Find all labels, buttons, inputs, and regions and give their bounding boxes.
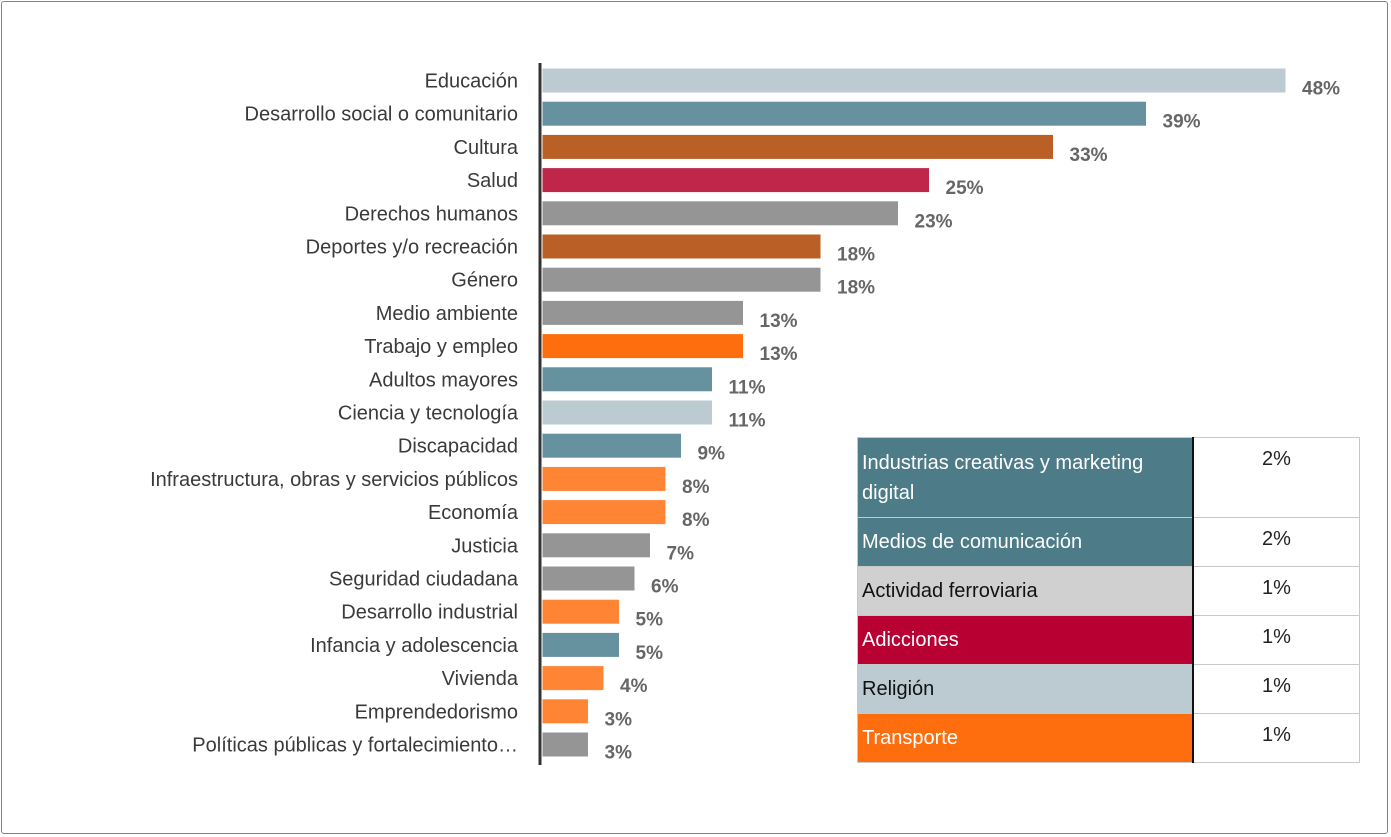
value-label: 9% bbox=[698, 444, 726, 465]
value-label: 33% bbox=[1070, 145, 1108, 166]
value-label: 18% bbox=[837, 278, 875, 299]
category-label: Deportes y/o recreación bbox=[306, 237, 518, 259]
bar bbox=[541, 200, 899, 227]
category-label: Desarrollo industrial bbox=[341, 602, 518, 624]
category-label: Ciencia y tecnología bbox=[338, 403, 519, 425]
table-category-cell: Industrias creativas y marketing digital bbox=[857, 437, 1194, 518]
minor-categories-table: Industrias creativas y marketing digital… bbox=[857, 437, 1360, 763]
table-value-cell: 2% bbox=[1192, 437, 1360, 518]
value-label: 23% bbox=[915, 211, 953, 232]
category-label: Infraestructura, obras y servicios públi… bbox=[150, 469, 518, 491]
bar bbox=[541, 399, 713, 426]
value-label: 7% bbox=[667, 543, 695, 564]
table-category-cell: Actividad ferroviaria bbox=[857, 566, 1194, 616]
table-row: Medios de comunicación 2% bbox=[857, 517, 1360, 567]
category-label: Cultura bbox=[454, 137, 519, 159]
bar bbox=[541, 499, 667, 526]
table-value-cell: 1% bbox=[1192, 615, 1360, 665]
category-label: Infancia y adolescencia bbox=[310, 635, 519, 657]
bar bbox=[541, 665, 605, 692]
table-category-cell: Transporte bbox=[857, 713, 1194, 763]
table-row: Religión 1% bbox=[857, 664, 1360, 714]
table-row: Industrias creativas y marketing digital… bbox=[857, 437, 1360, 518]
value-label: 48% bbox=[1302, 79, 1340, 100]
table-row: Actividad ferroviaria 1% bbox=[857, 566, 1360, 616]
category-label: Género bbox=[451, 270, 518, 292]
value-label: 18% bbox=[837, 245, 875, 266]
category-label: Adultos mayores bbox=[369, 369, 518, 391]
value-label: 5% bbox=[636, 610, 664, 631]
table-value-cell: 1% bbox=[1192, 713, 1360, 763]
bar bbox=[541, 167, 930, 194]
bar bbox=[541, 598, 620, 625]
category-label: Salud bbox=[467, 170, 518, 192]
bar bbox=[541, 133, 1054, 160]
category-label: Discapacidad bbox=[398, 436, 518, 458]
value-label: 11% bbox=[729, 411, 766, 432]
table-value-cell: 1% bbox=[1192, 566, 1360, 616]
bar bbox=[541, 731, 589, 758]
value-label: 11% bbox=[729, 377, 766, 398]
table-row: Transporte 1% bbox=[857, 713, 1360, 763]
value-label: 8% bbox=[682, 510, 710, 531]
table-category-cell: Religión bbox=[857, 664, 1194, 714]
category-label: Trabajo y empleo bbox=[364, 336, 518, 358]
value-label: 3% bbox=[605, 743, 633, 764]
bars-group: Educación 48% Desarrollo social o comunita… bbox=[150, 67, 1340, 764]
bar bbox=[541, 698, 589, 725]
bar bbox=[541, 432, 682, 459]
bar bbox=[541, 565, 636, 592]
category-label: Políticas públicas y fortalecimiento… bbox=[192, 735, 518, 757]
value-label: 5% bbox=[636, 643, 664, 664]
table-category-cell: Medios de comunicación bbox=[857, 517, 1194, 567]
value-label: 6% bbox=[651, 577, 679, 598]
bar bbox=[541, 233, 822, 260]
value-label: 25% bbox=[946, 178, 984, 199]
value-label: 8% bbox=[682, 477, 710, 498]
category-label: Emprendedorismo bbox=[355, 701, 518, 723]
bar bbox=[541, 532, 651, 559]
category-label: Justicia bbox=[451, 535, 519, 557]
category-label: Desarrollo social o comunitario bbox=[245, 104, 518, 126]
bar bbox=[541, 366, 713, 393]
bar bbox=[541, 100, 1147, 127]
table-value-cell: 2% bbox=[1192, 517, 1360, 567]
value-label: 39% bbox=[1163, 112, 1201, 133]
bar bbox=[541, 465, 667, 492]
table-row: Adicciones 1% bbox=[857, 615, 1360, 665]
value-label: 13% bbox=[760, 344, 798, 365]
bar bbox=[541, 67, 1287, 94]
value-label: 13% bbox=[760, 311, 798, 332]
bar bbox=[541, 631, 620, 658]
category-label: Seguridad ciudadana bbox=[329, 569, 519, 591]
category-label: Economía bbox=[428, 502, 519, 524]
table-value-cell: 1% bbox=[1192, 664, 1360, 714]
table-category-cell: Adicciones bbox=[857, 615, 1194, 665]
bar bbox=[541, 266, 822, 293]
category-label: Medio ambiente bbox=[376, 303, 518, 325]
category-label: Vivienda bbox=[442, 668, 519, 690]
bar bbox=[541, 299, 744, 326]
value-label: 4% bbox=[620, 676, 648, 697]
bar bbox=[541, 333, 744, 360]
value-label: 3% bbox=[605, 709, 633, 730]
category-label: Educación bbox=[425, 71, 518, 93]
category-label: Derechos humanos bbox=[345, 203, 518, 225]
